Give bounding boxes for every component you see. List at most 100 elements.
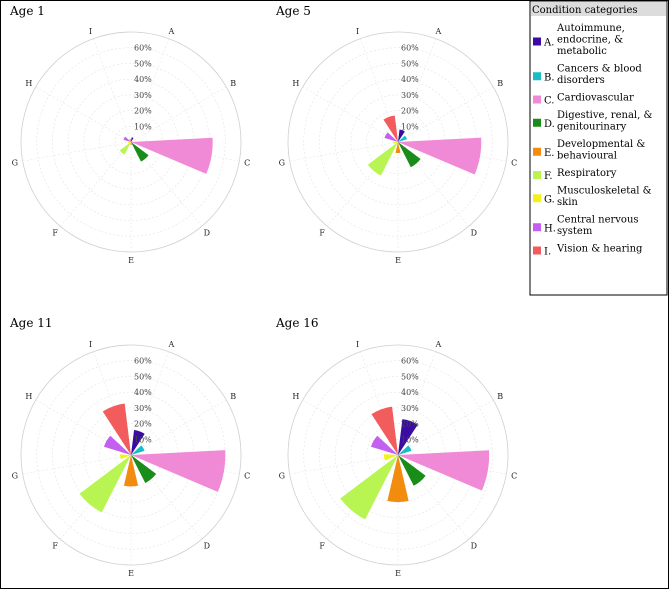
bar-e (130, 142, 132, 146)
bar-g (127, 141, 131, 144)
bar-c (131, 137, 213, 174)
bar-c (398, 137, 482, 175)
tick-label: 50% (134, 59, 152, 68)
category-label-b: B (497, 392, 503, 401)
chart-age-16: Age 16 10% 20% 30% 40% 50% 60% A B C D E F G H I (275, 316, 517, 578)
legend-swatch (533, 95, 541, 104)
legend-item: A.Autoimmune,endocrine, &metabolic (533, 23, 625, 57)
tick-label: 20% (401, 420, 419, 429)
legend-label: Respiratory (557, 168, 617, 179)
tick-label: 20% (401, 107, 419, 116)
legend-swatch (533, 37, 541, 46)
category-label-i: I (89, 340, 92, 349)
tick-label: 40% (401, 388, 419, 397)
legend-label: Cancers & blood (557, 64, 642, 75)
legend-label: metabolic (557, 46, 607, 57)
bar-c (131, 450, 226, 492)
legend-label: skin (557, 197, 578, 208)
bar-i (129, 138, 131, 142)
category-label-h: H (25, 79, 32, 88)
tick-label: 60% (401, 357, 419, 366)
legend-swatch (533, 147, 541, 156)
tick-label: 30% (134, 404, 152, 413)
legend-label: Vision & hearing (556, 244, 643, 255)
bar-i (383, 115, 398, 142)
bar-b (131, 140, 133, 142)
category-label-b: B (230, 79, 236, 88)
chart-title: Age 5 (275, 4, 311, 18)
tick-label: 50% (401, 372, 419, 381)
category-label-h: H (25, 392, 32, 401)
legend-item: D.Digestive, renal, &genitourinary (533, 110, 652, 133)
category-label-a: A (167, 27, 174, 36)
bar-f (119, 142, 131, 155)
legend-swatch (533, 171, 541, 179)
tick-label: 30% (401, 91, 419, 100)
legend-swatch (533, 72, 541, 81)
legend-title-bg (531, 2, 666, 16)
tick-label: 50% (134, 372, 152, 381)
category-label-e: E (395, 569, 401, 578)
legend-box (529, 0, 668, 296)
tick-label: 60% (134, 357, 152, 366)
category-label-d: D (204, 228, 210, 237)
category-label-c: C (244, 158, 250, 167)
bar-d (398, 142, 421, 168)
bar-f (340, 455, 398, 520)
bar-f (367, 142, 398, 176)
bar-h (370, 435, 398, 455)
category-label-a: A (167, 340, 174, 349)
grid-ring (303, 47, 493, 237)
legend-label: Autoimmune, (556, 23, 625, 34)
category-label-b: B (497, 79, 503, 88)
category-label-c: C (511, 471, 517, 480)
legend-label: Musculoskeletal & (557, 186, 652, 197)
legend-title: Condition categories (532, 5, 638, 16)
category-label-f: F (52, 228, 58, 237)
legend-item: E.Developmental &behavioural (533, 139, 645, 162)
chart-title: Age 11 (9, 316, 53, 330)
legend-key: H. (544, 223, 556, 234)
bar-e (387, 455, 409, 503)
category-label-g: G (12, 471, 18, 480)
tick-label: 40% (134, 388, 152, 397)
bar-d (131, 142, 149, 162)
legend-key: I. (544, 247, 551, 258)
legend-item: G.Musculoskeletal &skin (533, 186, 652, 208)
tick-label: 20% (134, 107, 152, 116)
bar-h (103, 435, 131, 455)
tick-label: 60% (134, 44, 152, 53)
bar-g (393, 141, 398, 144)
tick-label: 10% (134, 122, 152, 131)
category-label-d: D (471, 228, 477, 237)
tick-label: 60% (401, 44, 419, 53)
category-label-i: I (89, 27, 92, 36)
bar-i (371, 406, 398, 455)
bar-a (131, 430, 145, 455)
bar-i (102, 403, 131, 455)
category-label-g: G (279, 158, 285, 167)
legend-label: genitourinary (557, 122, 627, 133)
category-label-f: F (319, 541, 325, 550)
legend: Condition categories A.Autoimmune,endocr… (529, 0, 668, 296)
legend-key: C. (544, 96, 554, 107)
legend-key: B. (544, 72, 555, 83)
bar-b (398, 135, 408, 142)
bar-h (123, 136, 131, 142)
grid-ring (303, 360, 493, 550)
tick-label: 10% (134, 435, 152, 444)
legend-label: system (557, 226, 593, 237)
bar-a (131, 137, 134, 142)
category-label-f: F (319, 228, 325, 237)
category-label-b: B (230, 392, 236, 401)
bar-c (398, 450, 490, 491)
tick-label: 20% (134, 420, 152, 429)
tick-label: 10% (401, 435, 419, 444)
chart-title: Age 1 (9, 4, 45, 18)
grid-ring (36, 360, 226, 550)
legend-key: F. (544, 171, 553, 182)
bar-d (398, 455, 426, 486)
